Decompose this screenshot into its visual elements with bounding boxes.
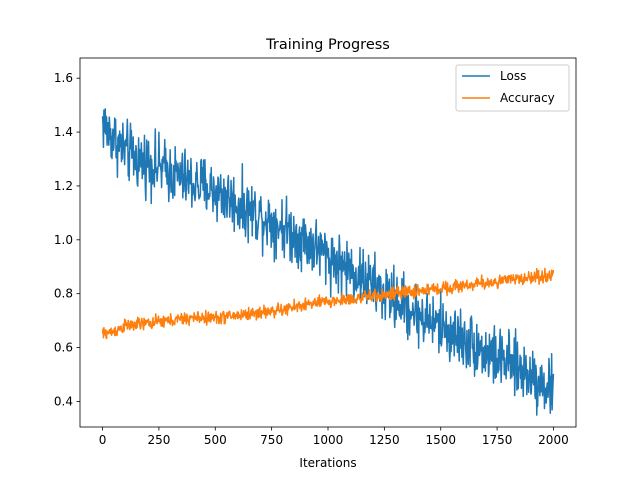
x-tick-label: 1500 (425, 433, 456, 447)
x-tick-label: 750 (260, 433, 283, 447)
y-tick-label: 1.6 (54, 71, 73, 85)
y-tick-label: 1.2 (54, 179, 73, 193)
series-line-accuracy (101, 267, 555, 340)
legend: Loss Accuracy (455, 64, 570, 112)
y-axis-ticks: 0.4 0.6 0.8 1.0 1.2 1.4 1.6 (54, 71, 80, 408)
x-tick-label: 2000 (538, 433, 569, 447)
x-tick-label: 250 (147, 433, 170, 447)
y-tick-label: 1.0 (54, 233, 73, 247)
x-axis-label: Iterations (299, 456, 356, 470)
x-axis-ticks: 0 250 500 750 1000 1250 1500 1750 2000 (99, 427, 569, 447)
y-tick-label: 1.4 (54, 125, 73, 139)
chart-title: Training Progress (265, 37, 390, 53)
x-tick-label: 1750 (482, 433, 513, 447)
legend-label-accuracy: Accuracy (500, 91, 555, 105)
y-tick-label: 0.6 (54, 341, 73, 355)
y-tick-label: 0.4 (54, 394, 73, 408)
series-line-loss (101, 108, 555, 416)
x-tick-label: 0 (99, 433, 107, 447)
x-tick-label: 500 (204, 433, 227, 447)
series-layer (101, 108, 555, 416)
x-tick-label: 1250 (369, 433, 400, 447)
x-tick-label: 1000 (313, 433, 344, 447)
y-tick-label: 0.8 (54, 287, 73, 301)
legend-label-loss: Loss (500, 69, 526, 83)
